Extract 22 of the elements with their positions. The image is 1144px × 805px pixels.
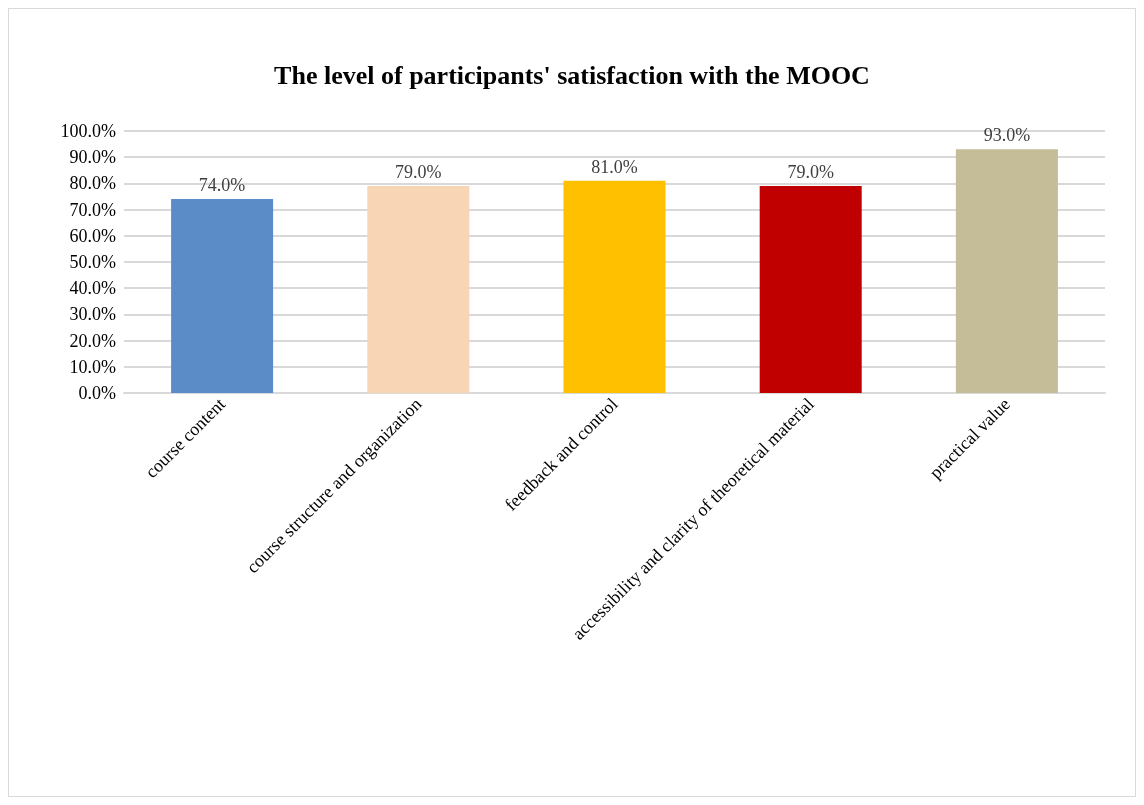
data-label: 93.0%	[983, 125, 1031, 146]
y-tick-label: 90.0%	[69, 147, 116, 168]
y-tick-label: 0.0%	[78, 383, 116, 403]
data-label: 81.0%	[591, 156, 638, 177]
bar	[759, 186, 862, 393]
chart-title: The level of participants' satisfaction with the MOOC	[274, 60, 870, 90]
y-tick-label: 40.0%	[69, 278, 116, 299]
bar	[367, 186, 470, 393]
data-label: 74.0%	[198, 175, 246, 196]
y-tick-label: 80.0%	[69, 173, 116, 194]
bar	[171, 199, 274, 393]
bar	[563, 180, 666, 393]
bar	[955, 149, 1058, 393]
data-label: 79.0%	[787, 162, 834, 183]
data-label: 79.0%	[395, 162, 442, 183]
y-tick-label: 70.0%	[69, 199, 116, 220]
y-tick-label: 20.0%	[69, 330, 116, 351]
y-tick-label: 30.0%	[69, 304, 116, 325]
y-tick-label: 100.0%	[60, 121, 116, 141]
y-tick-label: 10.0%	[69, 356, 116, 377]
y-tick-label: 60.0%	[69, 225, 116, 246]
y-tick-label: 50.0%	[69, 252, 116, 272]
